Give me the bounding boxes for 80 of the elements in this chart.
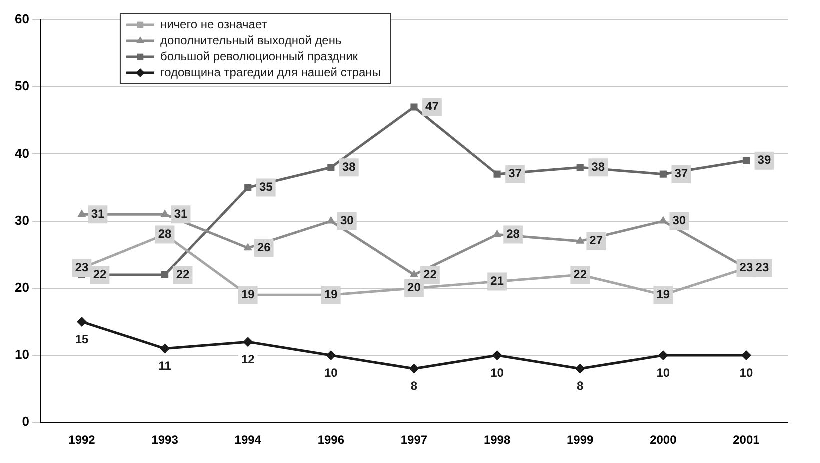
data-label: 8 <box>577 379 584 394</box>
legend-label: большой революционный праздник <box>160 49 359 64</box>
point <box>76 316 87 327</box>
point <box>328 164 335 172</box>
y-tick-label: 30 <box>14 212 30 228</box>
data-label: 27 <box>590 234 604 248</box>
point <box>658 350 668 360</box>
data-label: 23 <box>740 260 754 275</box>
data-label: 23 <box>756 260 770 275</box>
data-label: 22 <box>93 267 107 282</box>
data-label: 10 <box>324 366 338 380</box>
x-tick-label: 1999 <box>567 433 594 448</box>
point <box>494 170 501 178</box>
data-label: 37 <box>674 166 688 181</box>
y-tick-label: 50 <box>14 78 30 94</box>
data-label: 31 <box>91 206 105 221</box>
data-label: 10 <box>740 366 754 380</box>
point <box>160 344 170 354</box>
point <box>742 157 750 164</box>
data-label: 19 <box>324 287 338 302</box>
data-label: 20 <box>408 280 422 295</box>
point <box>576 236 585 244</box>
data-label: 8 <box>410 379 418 394</box>
point <box>410 270 419 278</box>
x-tick-label: 1993 <box>152 433 179 448</box>
data-label: 19 <box>241 287 256 302</box>
data-label: 10 <box>490 366 504 380</box>
x-tick-label: 1994 <box>234 433 262 448</box>
y-tick-label: 10 <box>14 347 30 362</box>
data-label: 19 <box>656 287 670 302</box>
data-label: 39 <box>758 153 772 168</box>
x-tick-label: 2000 <box>650 433 678 448</box>
data-label: 21 <box>490 274 504 288</box>
data-label: 28 <box>158 227 172 242</box>
y-tick-label: 40 <box>14 146 30 161</box>
data-label: 37 <box>508 166 522 181</box>
x-tick-label: 1998 <box>484 433 511 448</box>
point <box>326 350 336 360</box>
data-label: 47 <box>426 100 440 114</box>
point <box>410 104 418 111</box>
data-label: 28 <box>506 227 520 242</box>
data-label: 10 <box>656 366 670 380</box>
y-tick-label: 60 <box>14 12 30 27</box>
data-label: 38 <box>342 160 356 174</box>
point <box>575 364 586 374</box>
point <box>741 350 752 360</box>
legend-label: дополнительный выходной день <box>160 33 342 48</box>
data-label: 31 <box>174 206 188 221</box>
x-tick-label: 1992 <box>68 433 96 448</box>
point <box>162 271 169 279</box>
legend-label: ничего не означает <box>160 17 268 32</box>
data-label: 30 <box>672 214 686 228</box>
legend-label: годовщина трагедии для нашей страны <box>160 65 381 80</box>
point <box>660 170 667 178</box>
x-tick-label: 2001 <box>733 433 760 448</box>
point <box>576 164 584 172</box>
data-label: 30 <box>340 214 354 228</box>
point <box>244 184 252 192</box>
y-tick-label: 0 <box>22 414 30 430</box>
data-label: 26 <box>257 240 272 254</box>
point <box>326 216 336 224</box>
data-label: 38 <box>592 160 606 174</box>
data-label: 12 <box>241 352 256 366</box>
data-label: 35 <box>259 180 274 194</box>
point <box>659 216 668 224</box>
data-label: 23 <box>75 260 89 275</box>
x-tick-label: 1996 <box>318 433 345 448</box>
x-tick-label: 1997 <box>400 433 428 448</box>
data-label: 22 <box>176 267 190 282</box>
point <box>243 337 254 348</box>
point <box>160 210 170 218</box>
data-label: 22 <box>424 267 438 282</box>
data-label: 11 <box>158 359 172 374</box>
point <box>78 210 86 218</box>
point <box>244 243 252 251</box>
point <box>492 350 502 360</box>
y-tick-label: 20 <box>14 280 30 295</box>
point <box>409 364 420 374</box>
data-label: 15 <box>75 332 89 346</box>
data-label: 22 <box>574 267 588 282</box>
